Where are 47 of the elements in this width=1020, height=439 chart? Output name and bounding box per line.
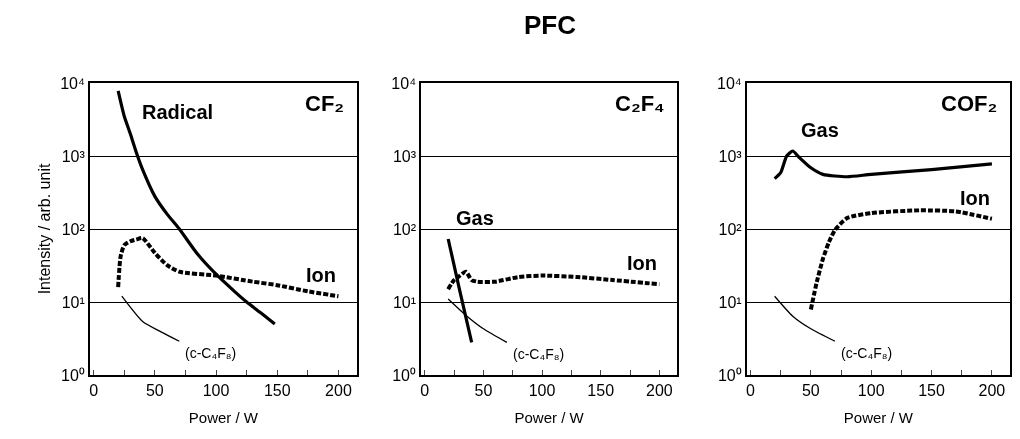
series-label: Radical (142, 101, 214, 123)
x-tick-label: 50 (474, 382, 493, 400)
series-label: Ion (960, 187, 990, 209)
x-tick-label: 50 (145, 382, 164, 400)
x-tick-label: 150 (587, 382, 615, 400)
series-label: (c-C₄F₈) (841, 345, 893, 361)
y-tick-label: 10⁴ (391, 74, 417, 92)
x-tick-label: 50 (801, 382, 820, 400)
series-label: (c-C₄F₈) (185, 345, 237, 361)
x-axis-title: Power / W (188, 408, 259, 426)
x-tick-label: 150 (918, 382, 945, 400)
y-tick-label: 10² (392, 220, 417, 238)
series-label: Ion (306, 264, 336, 286)
chart-title: C₂F₄ (615, 91, 665, 116)
y-tick-label: 10³ (61, 147, 86, 165)
x-tick-label: 100 (528, 382, 556, 400)
y-tick-label: 10¹ (61, 293, 85, 311)
x-tick-label: 0 (89, 382, 99, 400)
y-tick-label: 10⁴ (717, 74, 742, 92)
text: PFC (524, 10, 577, 40)
y-tick-label: 10⁰ (61, 366, 85, 384)
chart-title: CF₂ (305, 91, 345, 116)
x-tick-label: 200 (646, 382, 673, 400)
series-label: Gas (801, 119, 839, 141)
y-tick-label: 10² (61, 220, 86, 238)
x-axis-title: Power / W (514, 408, 585, 426)
y-tick-label: 10³ (392, 147, 417, 165)
y-tick-label: 10¹ (718, 293, 742, 311)
y-tick-label: 10² (718, 220, 743, 238)
y-tick-label: 10⁰ (392, 366, 416, 384)
x-tick-label: 200 (978, 382, 1006, 400)
x-axis-title: Power / W (843, 408, 914, 426)
y-axis-title: Intensity / arb. unit (35, 163, 53, 295)
series-label: (c-C₄F₈) (513, 346, 565, 362)
y-tick-label: 10³ (718, 147, 743, 165)
x-tick-label: 0 (420, 382, 430, 400)
y-tick-label: 10⁴ (60, 74, 85, 92)
x-tick-label: 100 (202, 382, 230, 400)
series-label: Gas (456, 207, 494, 229)
x-tick-label: 200 (325, 382, 352, 400)
x-tick-label: 0 (746, 382, 756, 400)
series-label: Ion (627, 252, 657, 274)
y-tick-label: 10⁰ (717, 366, 742, 384)
x-tick-label: 100 (857, 382, 885, 400)
y-tick-label: 10¹ (392, 293, 416, 311)
x-tick-label: 150 (263, 382, 291, 400)
chart-title: COF₂ (941, 91, 998, 116)
